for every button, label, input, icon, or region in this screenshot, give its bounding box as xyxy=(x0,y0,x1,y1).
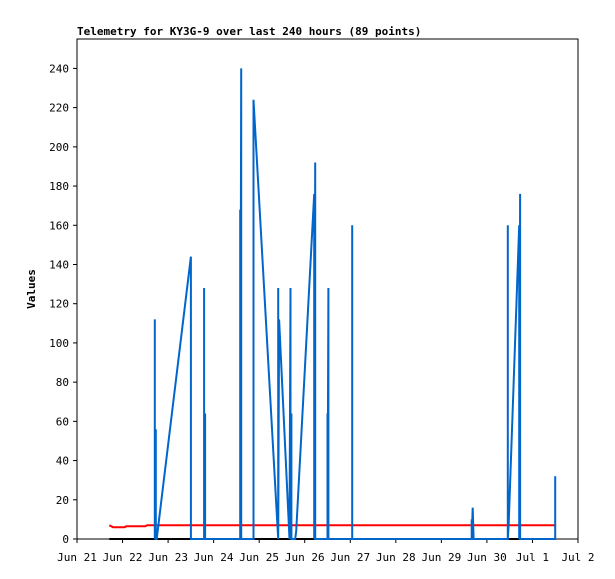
y-axis-label: Values xyxy=(25,269,38,309)
x-tick-label: Jun 25 xyxy=(239,551,279,564)
x-tick-label: Jun 26 xyxy=(285,551,325,564)
y-tick-label: 100 xyxy=(49,337,69,350)
x-tick-label: Jul 2 xyxy=(561,551,594,564)
y-tick-label: 80 xyxy=(56,376,69,389)
x-tick-label: Jun 28 xyxy=(376,551,416,564)
x-tick-label: Jun 24 xyxy=(194,551,234,564)
x-tick-label: Jun 29 xyxy=(421,551,461,564)
series-layer xyxy=(108,68,557,540)
x-tick-label: Jun 21 xyxy=(57,551,97,564)
y-tick-label: 120 xyxy=(49,298,69,311)
tick-layer: 0 20 40 60 80 100 120 140 160 180 200 220 240 Jun 21 J… xyxy=(49,62,594,564)
x-tick-label: Jun 27 xyxy=(330,551,370,564)
y-tick-label: 0 xyxy=(62,533,69,546)
y-tick-label: 40 xyxy=(56,455,69,468)
y-tick-label: 220 xyxy=(49,102,69,115)
series-line-2 xyxy=(108,524,556,529)
y-tick-label: 180 xyxy=(49,180,69,193)
series-line-3 xyxy=(153,68,557,540)
x-tick-label: Jun 22 xyxy=(103,551,143,564)
x-tick-label: Jun 23 xyxy=(148,551,188,564)
y-tick-label: 240 xyxy=(49,62,69,75)
y-tick-label: 20 xyxy=(56,494,69,507)
y-tick-label: 200 xyxy=(49,141,69,154)
x-tick-label: Jul 1 xyxy=(516,551,549,564)
y-tick-label: 60 xyxy=(56,415,69,428)
y-tick-label: 160 xyxy=(49,219,69,232)
x-tick-label: Jun 30 xyxy=(467,551,507,564)
chart-title: Telemetry for KY3G-9 over last 240 hours… xyxy=(77,25,421,38)
y-tick-label: 140 xyxy=(49,258,69,271)
